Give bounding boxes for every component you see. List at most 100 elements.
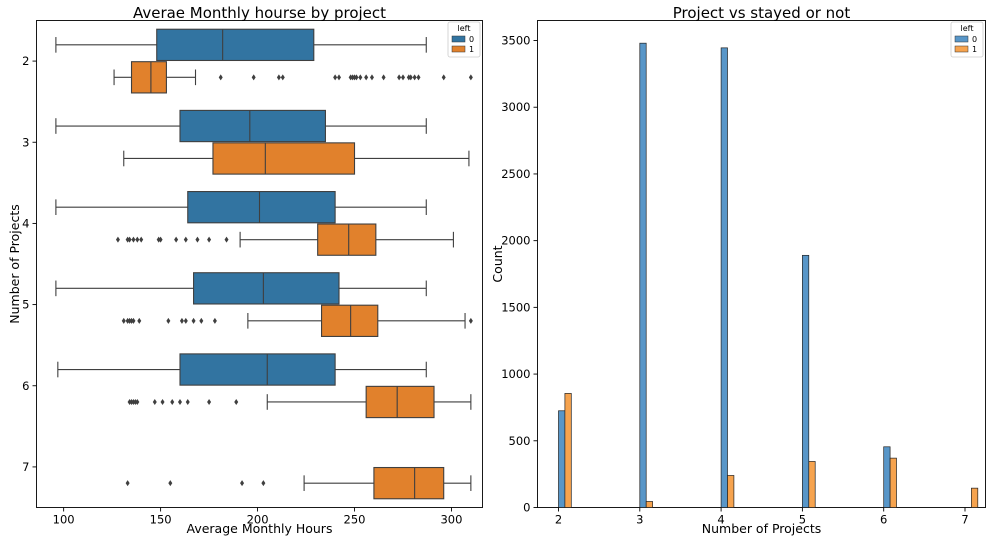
- y-tick-label: 5: [22, 298, 29, 312]
- x-tick-label: 6: [880, 513, 887, 527]
- outlier-point: [240, 480, 245, 487]
- y-tick-label: 3500: [501, 34, 530, 48]
- boxplot-boxes: [55, 28, 473, 500]
- box-1-projects-2: [113, 61, 473, 94]
- box-1-projects-7: [125, 466, 472, 500]
- bar-y-label: Count: [490, 245, 505, 282]
- box-iqr: [193, 272, 340, 305]
- outlier-point: [137, 317, 142, 324]
- boxplot-chart: Averae Monthly hourse by project 100 150 2…: [7, 4, 483, 536]
- outlier-point: [276, 74, 281, 81]
- box-0-projects-5: [55, 272, 427, 305]
- x-tick-label: 2: [555, 513, 562, 527]
- box-iqr: [373, 466, 445, 500]
- y-tick-label: 6: [22, 379, 29, 393]
- outlier-point: [397, 74, 402, 81]
- outlier-point: [212, 317, 217, 324]
- legend-label-0: 0: [469, 35, 474, 44]
- bar-1-projects-4: [727, 475, 735, 508]
- x-tick-label: 5: [799, 513, 806, 527]
- x-tick-label: 150: [150, 513, 172, 527]
- outlier-point: [207, 398, 212, 405]
- bar-x-label: Number of Projects: [702, 521, 822, 536]
- outlier-point: [333, 74, 338, 81]
- outlier-point: [400, 74, 405, 81]
- bar-marks: [558, 42, 979, 508]
- boxplot-legend: left 0 1: [447, 21, 481, 58]
- outlier-point: [170, 398, 175, 405]
- box-iqr: [179, 109, 326, 143]
- outlier-point: [160, 398, 165, 405]
- y-tick-label: 3: [22, 135, 29, 149]
- bar-1-projects-3: [645, 501, 653, 508]
- outlier-point: [224, 236, 229, 243]
- outlier-point: [358, 74, 363, 81]
- boxplot-x-ticks: 100 150 200 250 300: [53, 507, 462, 527]
- bar-0-projects-5: [802, 254, 810, 508]
- outlier-point: [183, 317, 188, 324]
- outlier-point: [131, 236, 136, 243]
- outlier-point: [121, 317, 126, 324]
- outlier-point: [127, 236, 132, 243]
- y-tick-label: 2500: [501, 167, 530, 181]
- bar-1-projects-6: [889, 457, 897, 508]
- bar-1-projects-7: [971, 487, 979, 508]
- outlier-point: [199, 317, 204, 324]
- bar-0-projects-4: [720, 47, 728, 508]
- y-tick-label: 2000: [501, 234, 530, 248]
- box-iqr: [365, 385, 435, 419]
- y-tick-label: 2: [22, 54, 29, 68]
- box-iqr: [130, 61, 167, 94]
- outlier-point: [125, 480, 130, 487]
- bar-legend: left 0 1: [950, 21, 984, 58]
- outlier-point: [468, 317, 473, 324]
- box-1-projects-5: [121, 304, 473, 337]
- outlier-point: [115, 236, 120, 243]
- outlier-point: [131, 317, 136, 324]
- box-0-projects-2: [55, 28, 427, 62]
- x-tick-label: 4: [717, 513, 724, 527]
- y-tick-label: 4: [22, 216, 29, 230]
- outlier-point: [168, 480, 173, 487]
- outlier-point: [207, 236, 212, 243]
- outlier-point: [135, 236, 140, 243]
- outlier-point: [364, 74, 369, 81]
- box-iqr: [212, 142, 356, 175]
- box-1-projects-6: [127, 385, 472, 419]
- y-tick-label: 0: [523, 501, 530, 515]
- legend-swatch-1: [954, 45, 969, 53]
- outlier-point: [369, 74, 374, 81]
- boxplot-y-ticks: 2 3 4 5 6 7: [22, 54, 37, 474]
- bar-0-projects-3: [639, 42, 647, 508]
- box-iqr: [321, 304, 379, 337]
- outlier-point: [135, 398, 140, 405]
- outlier-point: [234, 398, 239, 405]
- legend-title: left: [458, 24, 471, 33]
- outlier-point: [412, 74, 417, 81]
- legend-swatch-0: [954, 35, 969, 43]
- box-iqr: [187, 191, 336, 224]
- box-0-projects-3: [55, 109, 427, 143]
- box-1-projects-4: [115, 223, 454, 256]
- outlier-point: [191, 317, 196, 324]
- boxplot-title: Averae Monthly hourse by project: [133, 4, 386, 22]
- bar-chart: Project vs stayed or not 2 3 4 5 6 7 0 500 1000…: [490, 4, 986, 536]
- outlier-point: [218, 74, 223, 81]
- y-tick-label: 7: [22, 460, 29, 474]
- bar-y-ticks: 0 500 1000 1500 2000 2500 3000 3500: [501, 34, 538, 515]
- legend-swatch-0: [451, 35, 466, 43]
- bar-title: Project vs stayed or not: [673, 4, 851, 22]
- bar-0-projects-6: [883, 446, 891, 508]
- y-tick-label: 500: [509, 434, 531, 448]
- boxplot-frame: [36, 20, 483, 508]
- legend-label-1: 1: [972, 45, 977, 54]
- outlier-point: [158, 236, 163, 243]
- y-tick-label: 3000: [501, 100, 530, 114]
- x-tick-label: 250: [344, 513, 366, 527]
- bar-frame: [537, 20, 986, 508]
- outlier-point: [261, 480, 266, 487]
- legend-label-1: 1: [469, 45, 474, 54]
- bar-1-projects-5: [808, 461, 816, 508]
- legend-swatch-1: [451, 45, 466, 53]
